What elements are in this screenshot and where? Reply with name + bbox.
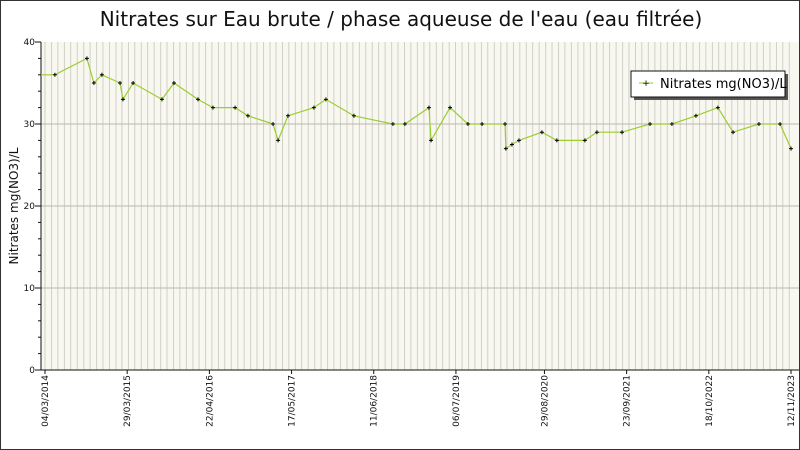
x-tick-label: 29/08/2020 [540,375,550,427]
x-axis: 04/03/2014 29/03/2015 22/04/2016 17/05/2017… [41,369,799,427]
y-tick-label: 10 [24,284,36,294]
y-tick-label: 30 [24,120,36,130]
x-tick-label: 23/09/2021 [623,375,633,427]
data-point-marker [311,105,316,110]
data-point-marker [503,122,508,126]
data-point-marker [245,113,250,118]
data-point-marker [52,72,57,77]
data-point-marker [669,122,674,126]
data-point-marker [159,97,164,102]
data-point-marker [285,113,290,118]
data-point-marker [693,113,698,118]
data-point-marker [276,138,281,143]
data-point-marker [594,130,599,135]
data-point-marker [131,81,136,85]
data-point-marker [195,97,200,102]
data-point-marker [390,122,395,126]
data-point-marker [429,138,434,143]
data-point-marker [582,138,587,143]
legend: + Nitrates mg(NO3)/L [630,70,788,100]
data-point-marker [118,81,123,85]
y-tick-label: 0 [29,366,35,376]
data-point-marker [120,97,125,102]
data-point-marker [554,138,559,143]
y-tick-label: 40 [24,38,36,48]
series-nitrates [41,56,793,151]
x-tick-label: 12/11/2023 [787,375,797,427]
x-tick-label: 17/05/2017 [288,375,298,427]
data-point-marker [480,122,485,126]
data-point-marker [323,97,328,102]
data-point-marker [351,113,356,118]
y-axis: 0 10 20 30 40 [24,38,42,376]
legend-marker-icon: + [642,79,650,89]
data-point-marker [210,105,215,110]
data-point-marker [448,105,453,110]
legend-box [630,70,786,98]
data-point-marker [731,130,736,135]
x-tick-label: 06/07/2019 [452,375,462,427]
data-point-marker [503,146,508,151]
x-tick-label: 11/06/2018 [370,375,380,427]
data-point-marker [756,122,761,126]
data-point-marker [99,72,104,77]
legend-label: Nitrates mg(NO3)/L [660,77,787,92]
data-point-marker [778,122,783,126]
data-point-marker [648,122,653,126]
data-point-marker [539,130,544,135]
data-point-marker [509,142,514,147]
data-point-marker [271,122,276,126]
data-point-marker [715,105,720,110]
x-tick-label: 18/10/2022 [705,375,715,427]
data-point-marker [233,105,238,110]
y-tick-label: 20 [24,202,36,212]
data-point-marker [465,122,470,126]
data-point-marker [516,138,521,143]
x-tick-label: 04/03/2014 [41,375,51,427]
y-axis-label: Nitrates mg(NO3)/L [7,147,21,264]
data-point-marker [789,146,793,151]
data-point-marker [171,81,176,85]
chart-title: Nitrates sur Eau brute / phase aqueuse d… [99,7,703,31]
series-line [41,57,792,150]
x-tick-label: 29/03/2015 [123,375,133,427]
data-point-marker [426,105,431,110]
data-point-marker [402,122,407,126]
x-tick-label: 22/04/2016 [205,375,215,427]
data-point-marker [91,81,96,85]
data-point-marker [619,130,624,135]
data-point-marker [84,56,89,61]
